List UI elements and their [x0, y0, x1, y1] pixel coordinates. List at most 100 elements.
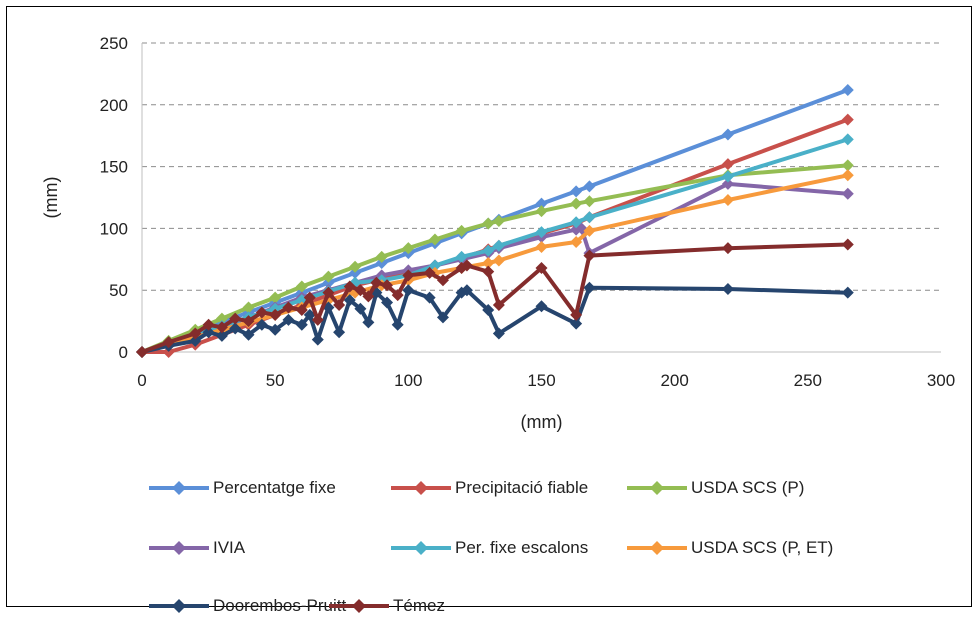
- chart-frame: 0 50 100 150 200 250 0 50 100 150 200 250 300 (mm) (…: [6, 6, 972, 615]
- series-7-point-2: [189, 327, 202, 340]
- series-7-point-26: [482, 265, 495, 278]
- series-6-point-27: [492, 327, 505, 340]
- series-6-point-12: [311, 333, 324, 346]
- legend-swatch-3: [149, 541, 209, 555]
- series-2-point-4: [242, 301, 255, 314]
- series-4-point-12: [455, 250, 468, 263]
- legend-swatch-5: [627, 541, 687, 555]
- series-5-point-14: [492, 254, 505, 267]
- legend-label: Per. fixe escalons: [455, 538, 589, 557]
- legend-label: Témez: [393, 596, 445, 615]
- y-tick-label-150: 150: [100, 158, 128, 177]
- series-6-point-14: [333, 326, 346, 339]
- series-1-point-1: [162, 346, 175, 358]
- series-6-point-7: [255, 318, 268, 331]
- legend-label: Percentatge fixe: [213, 478, 336, 497]
- legend-label: USDA SCS (P): [691, 478, 805, 497]
- legend-swatch-6: [149, 599, 209, 613]
- series-7-point-1: [162, 336, 175, 349]
- series-7-point-21: [402, 269, 415, 282]
- series-7-point-23: [436, 274, 449, 287]
- series-6-point-29: [570, 317, 583, 330]
- series-6-point-21: [402, 284, 415, 297]
- series-2-point-3: [215, 312, 228, 325]
- legend-swatch-marker-0: [172, 481, 186, 495]
- series-6-point-11: [303, 308, 316, 321]
- legend-label: IVIA: [213, 538, 246, 557]
- y-tick-label-0: 0: [119, 343, 128, 362]
- legend-swatch-marker-7: [352, 599, 366, 613]
- series-6-point-16: [354, 302, 367, 315]
- series-5-point-13: [482, 257, 495, 270]
- series-2-point-8: [349, 260, 362, 273]
- series-line-0: [141, 88, 849, 354]
- series-5-point-19: [841, 169, 854, 182]
- series-0-point-16: [570, 185, 583, 198]
- series-2-point-9: [375, 250, 388, 263]
- series-2-point-17: [583, 195, 596, 208]
- series-6-point-3: [202, 326, 215, 339]
- x-tick-label-250: 250: [794, 371, 822, 390]
- series-0-point-18: [721, 128, 734, 141]
- series-7-point-17: [362, 290, 375, 303]
- series-4-point-19: [841, 133, 854, 146]
- series-6-point-25: [460, 284, 473, 297]
- series-1-point-18: [721, 158, 734, 171]
- series-2-point-5: [269, 291, 282, 304]
- series-5-point-18: [721, 193, 734, 206]
- series-2-point-12: [455, 224, 468, 237]
- series-6-point-10: [295, 318, 308, 331]
- series-0-point-17: [583, 180, 596, 193]
- series-4-point-18: [721, 170, 734, 183]
- series-6-point-22: [423, 291, 436, 304]
- legend-swatch-marker-4: [414, 541, 428, 555]
- series-7-point-12: [311, 313, 324, 326]
- series-6-point-8: [269, 323, 282, 336]
- series-4-point-17: [583, 211, 596, 224]
- series-5: [136, 169, 854, 358]
- series-7-point-31: [721, 242, 734, 255]
- series-6-point-5: [229, 322, 242, 335]
- x-tick-label-150: 150: [527, 371, 555, 390]
- series-2-point-13: [482, 217, 495, 230]
- series-5-point-17: [583, 224, 596, 237]
- series-7-point-20: [391, 289, 404, 302]
- series-7-point-9: [282, 301, 295, 314]
- series-7-point-0: [136, 346, 148, 358]
- series-4-point-13: [482, 244, 495, 257]
- series-3-point-19: [721, 177, 734, 190]
- series-4-point-15: [535, 226, 548, 239]
- legend-swatch-marker-5: [650, 541, 664, 555]
- legend-swatch-marker-3: [172, 541, 186, 555]
- series-6-point-20: [391, 318, 404, 331]
- series-6-point-31: [721, 282, 734, 295]
- series-0-point-19: [841, 83, 854, 96]
- legend-label: Doorembos-Pruitt: [213, 596, 347, 615]
- series-3-point-20: [841, 187, 854, 200]
- series-4-point-16: [570, 216, 583, 229]
- legend-swatch-marker-1: [414, 481, 428, 495]
- legend-swatch-7: [329, 599, 389, 613]
- legend-label: USDA SCS (P, ET): [691, 538, 834, 557]
- legend-swatch-2: [627, 481, 687, 495]
- series-6-point-15: [343, 294, 356, 307]
- tick-labels: 0 50 100 150 200 250 0 50 100 150 200 250 300: [100, 34, 956, 390]
- series-7-point-14: [333, 299, 346, 312]
- legend-item-per-fixe-escalons: Per. fixe escalons: [389, 537, 588, 559]
- x-tick-label-0: 0: [137, 371, 146, 390]
- series-7-point-30: [583, 249, 596, 262]
- y-tick-label-100: 100: [100, 219, 128, 238]
- series-6-point-9: [282, 313, 295, 326]
- series-6-point-30: [583, 281, 596, 294]
- series-2-point-6: [295, 280, 308, 293]
- series-2-point-19: [841, 159, 854, 172]
- series-line-2: [141, 163, 848, 354]
- series-7-point-29: [570, 308, 583, 321]
- series-7-point-3: [202, 318, 215, 331]
- series-5-point-15: [535, 240, 548, 253]
- series-7-point-10: [295, 303, 308, 316]
- legend-item-temez: Témez: [327, 595, 445, 617]
- series-7-point-18: [370, 276, 383, 289]
- series-6-point-23: [436, 311, 449, 324]
- series-6-point-2: [189, 334, 202, 347]
